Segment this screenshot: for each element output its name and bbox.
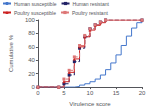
- svg-text:Virulence score: Virulence score: [69, 101, 111, 107]
- svg-text:0: 0: [36, 90, 40, 96]
- svg-text:20: 20: [28, 71, 35, 77]
- svg-text:Poultry resistant: Poultry resistant: [72, 10, 108, 16]
- svg-text:Human resistant: Human resistant: [73, 1, 110, 7]
- svg-text:Poultry susceptible: Poultry susceptible: [14, 10, 56, 16]
- svg-text:60: 60: [28, 44, 35, 50]
- svg-text:0: 0: [32, 84, 36, 90]
- svg-text:Cumulative %: Cumulative %: [8, 34, 14, 72]
- svg-text:20: 20: [139, 90, 146, 96]
- svg-text:Human susceptible: Human susceptible: [14, 1, 57, 7]
- svg-text:100: 100: [25, 17, 36, 23]
- svg-text:5: 5: [62, 90, 66, 96]
- svg-text:40: 40: [28, 57, 35, 63]
- svg-text:80: 80: [28, 30, 35, 36]
- svg-text:10: 10: [87, 90, 94, 96]
- svg-text:15: 15: [113, 90, 120, 96]
